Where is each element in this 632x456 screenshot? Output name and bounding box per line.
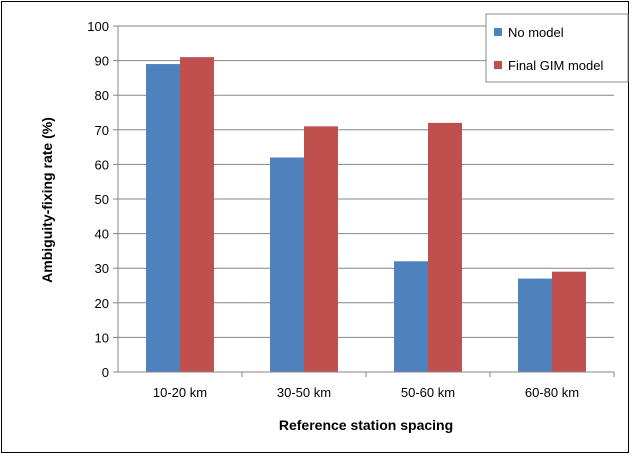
y-tick-label-10: 10 bbox=[95, 330, 109, 345]
x-tick-label-30-50-km: 30-50 km bbox=[277, 385, 331, 400]
bars bbox=[146, 57, 586, 372]
bar-final-gim-model-10-20-km bbox=[180, 57, 214, 372]
y-tick-label-0: 0 bbox=[102, 365, 109, 380]
legend-swatch-final-gim-model bbox=[494, 61, 502, 69]
legend-swatch-no-model bbox=[494, 28, 502, 36]
bar-no-model-30-50-km bbox=[270, 157, 304, 372]
y-tick-label-30: 30 bbox=[95, 261, 109, 276]
bar-final-gim-model-50-60-km bbox=[428, 122, 462, 372]
y-tick-label-100: 100 bbox=[87, 19, 109, 34]
y-tick-label-50: 50 bbox=[95, 192, 109, 207]
legend: No model Final GIM model bbox=[485, 13, 629, 83]
bar-no-model-50-60-km bbox=[394, 261, 428, 372]
axes bbox=[113, 25, 615, 377]
x-tick-labels: 10-20 km 30-50 km 50-60 km 60-80 km bbox=[153, 385, 579, 400]
x-tick-label-50-60-km: 50-60 km bbox=[401, 385, 455, 400]
legend-label-no-model: No model bbox=[508, 25, 564, 40]
legend-box bbox=[485, 13, 629, 83]
bar-no-model-10-20-km bbox=[146, 64, 180, 372]
y-tick-label-40: 40 bbox=[95, 227, 109, 242]
legend-label-final-gim-model: Final GIM model bbox=[508, 58, 603, 73]
y-tick-label-90: 90 bbox=[95, 54, 109, 69]
bar-no-model-60-80-km bbox=[518, 278, 552, 372]
x-axis-title: Reference station spacing bbox=[279, 417, 453, 433]
y-tick-label-20: 20 bbox=[95, 296, 109, 311]
y-tick-label-70: 70 bbox=[95, 123, 109, 138]
x-tick-label-60-80-km: 60-80 km bbox=[525, 385, 579, 400]
bar-final-gim-model-60-80-km bbox=[552, 271, 586, 372]
y-tick-label-60: 60 bbox=[95, 157, 109, 172]
y-tick-labels: 0 10 20 30 40 50 60 70 80 90 100 bbox=[87, 19, 109, 380]
y-axis-title: Ambiguity-fixing rate (%) bbox=[39, 117, 55, 283]
bar-final-gim-model-30-50-km bbox=[304, 126, 338, 372]
x-tick-label-10-20-km: 10-20 km bbox=[153, 385, 207, 400]
y-tick-label-80: 80 bbox=[95, 88, 109, 103]
